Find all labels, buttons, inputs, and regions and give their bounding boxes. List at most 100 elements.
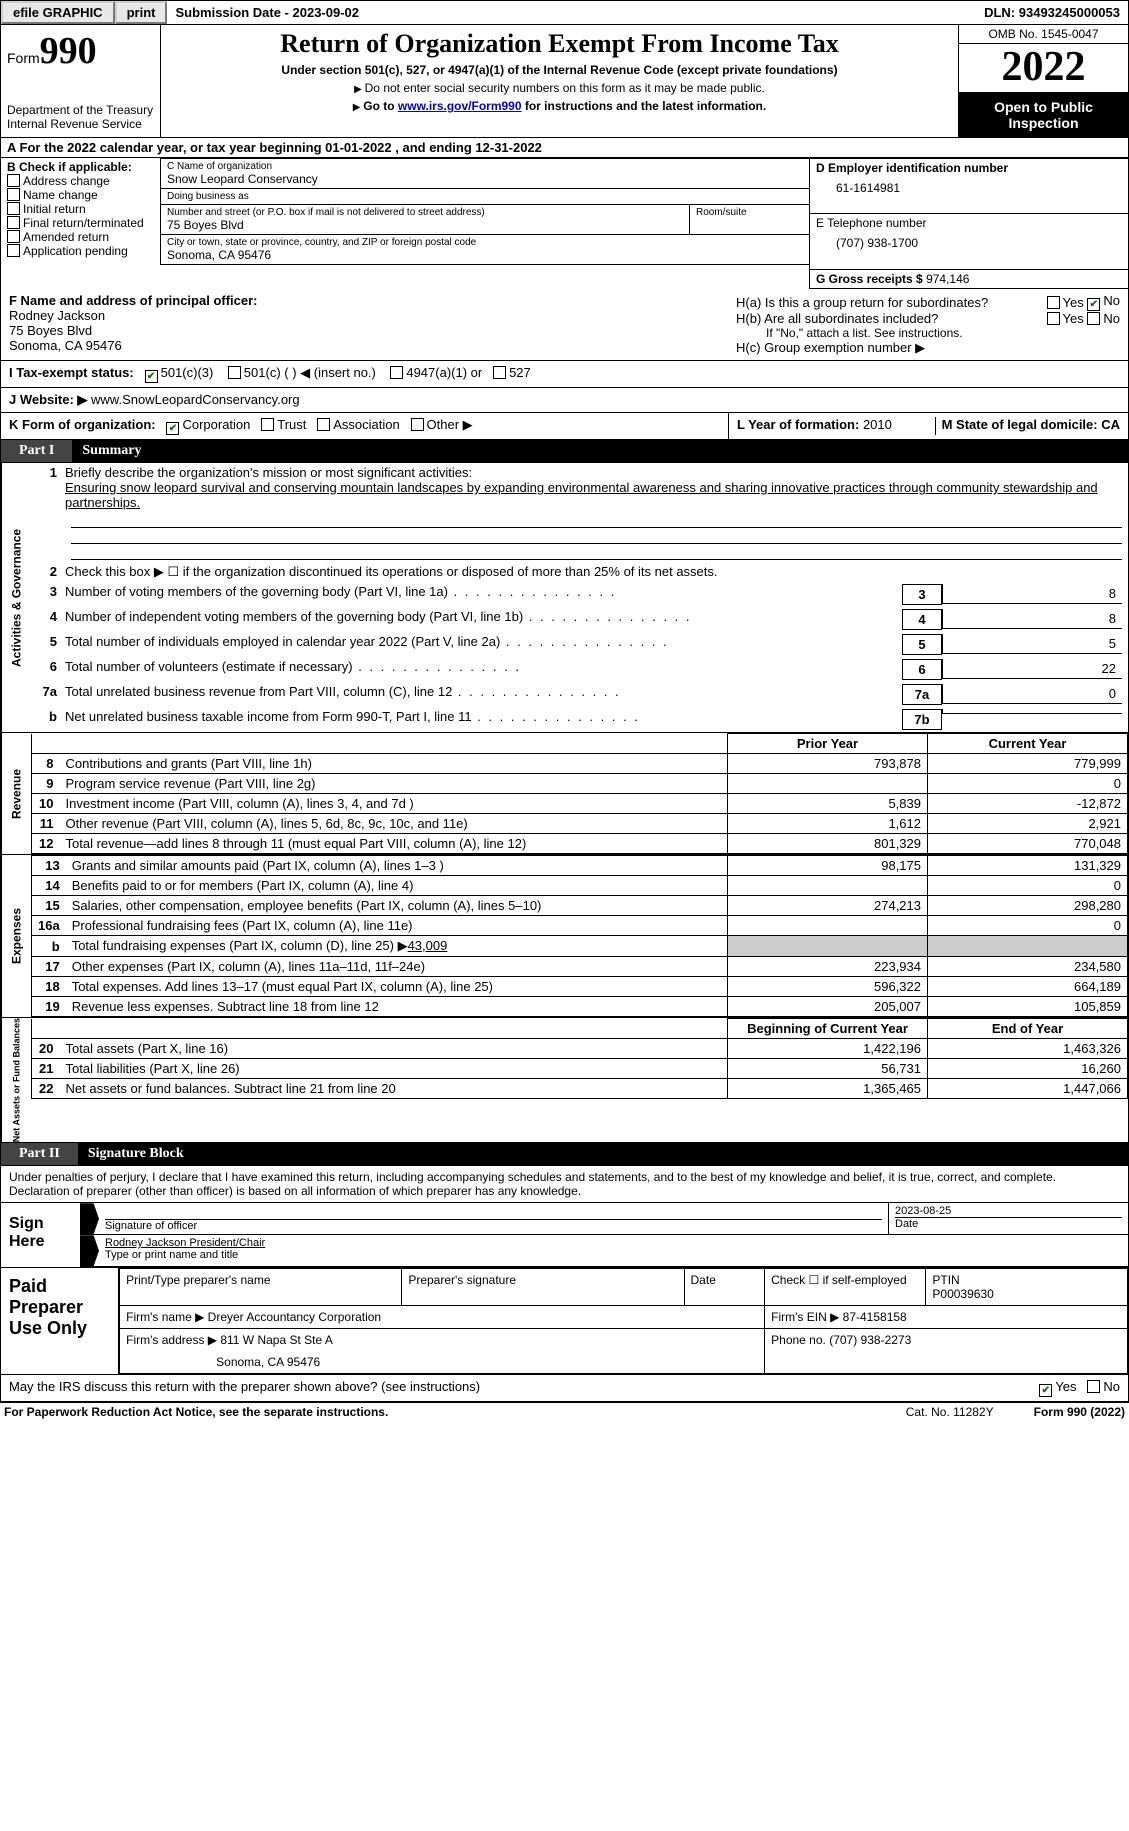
chk-other[interactable]: Other ▶	[411, 417, 473, 432]
subtitle-2: Do not enter social security numbers on …	[169, 81, 950, 95]
firm-name: Dreyer Accountancy Corporation	[208, 1310, 381, 1324]
dept-treasury: Department of the Treasury	[7, 103, 154, 117]
principal-officer: F Name and address of principal officer:…	[1, 289, 728, 360]
sign-here-row: Sign Here Signature of officer 2023-08-2…	[1, 1203, 1128, 1267]
tax-year: 2022	[959, 44, 1128, 93]
sig-arrow-icon	[81, 1203, 99, 1234]
line-12: 12Total revenue—add lines 8 through 11 (…	[32, 834, 1128, 854]
line-3: 3Number of voting members of the governi…	[31, 582, 1128, 607]
ein: 61-1614981	[816, 175, 1122, 195]
chk-501c[interactable]: 501(c) ( ) ◀ (insert no.)	[228, 365, 376, 380]
sig-date: 2023-08-25	[895, 1205, 1122, 1217]
dln: DLN: 93493245000053	[976, 3, 1128, 22]
line-21: 21Total liabilities (Part X, line 26)56,…	[32, 1059, 1128, 1079]
ptin: P00039630	[932, 1287, 993, 1301]
line-20: 20Total assets (Part X, line 16)1,422,19…	[32, 1039, 1128, 1059]
perjury-declaration: Under penalties of perjury, I declare th…	[1, 1166, 1128, 1203]
line-b: bNet unrelated business taxable income f…	[31, 707, 1128, 732]
line-11: 11Other revenue (Part VIII, column (A), …	[32, 814, 1128, 834]
efile-button[interactable]: efile GRAPHIC	[1, 1, 115, 24]
line-22: 22Net assets or fund balances. Subtract …	[32, 1079, 1128, 1099]
subtitle-3: Go to www.irs.gov/Form990 for instructio…	[169, 99, 950, 113]
blank-line-2	[71, 530, 1122, 544]
chk-527[interactable]: 527	[493, 365, 531, 380]
city-cell: City or town, state or province, country…	[160, 235, 809, 265]
print-button[interactable]: print	[115, 1, 168, 24]
col-b-header: B Check if applicable:	[7, 160, 154, 174]
form-header: Form990 Department of the Treasury Inter…	[0, 25, 1129, 138]
omb-number: OMB No. 1545-0047	[959, 25, 1128, 44]
org-name-cell: C Name of organization Snow Leopard Cons…	[160, 158, 809, 189]
revenue-table: Prior Year Current Year 8Contributions a…	[31, 733, 1128, 854]
ha-no[interactable]: No	[1087, 293, 1120, 311]
header-left: Form990 Department of the Treasury Inter…	[1, 25, 161, 137]
line-16b: b Total fundraising expenses (Part IX, c…	[32, 936, 1128, 957]
firm-phone: (707) 938-2273	[829, 1333, 911, 1347]
org-name: Snow Leopard Conservancy	[167, 172, 803, 186]
row-i: I Tax-exempt status: 501(c)(3) 501(c) ( …	[0, 361, 1129, 388]
chk-initial-return[interactable]: Initial return	[7, 202, 154, 216]
col-b-checkboxes: B Check if applicable: Address change Na…	[0, 158, 160, 289]
address: 75 Boyes Blvd	[167, 218, 683, 232]
part1-revenue: Revenue Prior Year Current Year 8Contrib…	[0, 733, 1129, 855]
hb-no[interactable]: No	[1087, 311, 1120, 326]
part1-expenses: Expenses 13Grants and similar amounts pa…	[0, 855, 1129, 1018]
part1-activities-governance: Activities & Governance 1 Briefly descri…	[0, 463, 1129, 733]
may-discuss-yes[interactable]: Yes	[1039, 1379, 1076, 1394]
chk-4947[interactable]: 4947(a)(1) or	[390, 365, 482, 380]
line-15: 15Salaries, other compensation, employee…	[32, 896, 1128, 916]
year-formation: 2010	[863, 417, 892, 432]
line-10: 10Investment income (Part VIII, column (…	[32, 794, 1128, 814]
chk-name-change[interactable]: Name change	[7, 188, 154, 202]
tel: (707) 938-1700	[816, 230, 1122, 250]
mission-text: Ensuring snow leopard survival and conse…	[65, 480, 1098, 510]
gross-cell: G Gross receipts $ 974,146	[809, 270, 1128, 289]
preparer-table: Print/Type preparer's name Preparer's si…	[119, 1268, 1128, 1374]
line-9: 9Program service revenue (Part VIII, lin…	[32, 774, 1128, 794]
ein-cell: D Employer identification number 61-1614…	[809, 158, 1128, 214]
may-discuss-no[interactable]: No	[1087, 1379, 1120, 1394]
gross-receipts: 974,146	[926, 272, 969, 286]
sig-arrow-icon	[81, 1235, 99, 1266]
paid-preparer: Paid Preparer Use Only Print/Type prepar…	[1, 1267, 1128, 1374]
line-1: 1 Briefly describe the organization's mi…	[31, 463, 1128, 512]
chk-501c3[interactable]: 501(c)(3)	[145, 365, 214, 380]
block-b-c-d: B Check if applicable: Address change Na…	[0, 158, 1129, 289]
col-d: D Employer identification number 61-1614…	[809, 158, 1129, 289]
chk-application-pending[interactable]: Application pending	[7, 244, 154, 258]
line-5: 5Total number of individuals employed in…	[31, 632, 1128, 657]
col-c-org-info: C Name of organization Snow Leopard Cons…	[160, 158, 809, 289]
net-assets-table: Beginning of Current Year End of Year 20…	[31, 1018, 1128, 1099]
firm-ein: 87-4158158	[843, 1310, 907, 1324]
irs-link[interactable]: www.irs.gov/Form990	[398, 99, 522, 113]
line-18: 18Total expenses. Add lines 13–17 (must …	[32, 977, 1128, 997]
hb-yes[interactable]: Yes	[1047, 311, 1084, 326]
top-toolbar: efile GRAPHIC print Submission Date - 20…	[0, 0, 1129, 25]
chk-association[interactable]: Association	[317, 417, 399, 432]
group-return-section: H(a) Is this a group return for subordin…	[728, 289, 1128, 360]
vtab-activities: Activities & Governance	[1, 463, 31, 732]
chk-amended-return[interactable]: Amended return	[7, 230, 154, 244]
chk-final-return[interactable]: Final return/terminated	[7, 216, 154, 230]
chk-address-change[interactable]: Address change	[7, 174, 154, 188]
address-cell: Number and street (or P.O. box if mail i…	[160, 205, 689, 235]
row-k-l-m: K Form of organization: Corporation Trus…	[0, 413, 1129, 440]
part2-header: Part II Signature Block	[0, 1143, 1129, 1166]
page-footer: For Paperwork Reduction Act Notice, see …	[0, 1402, 1129, 1421]
line-13: 13Grants and similar amounts paid (Part …	[32, 856, 1128, 876]
line-2: 2 Check this box ▶ ☐ if the organization…	[31, 562, 1128, 582]
room-cell: Room/suite	[689, 205, 809, 235]
chk-trust[interactable]: Trust	[261, 417, 306, 432]
officer-name-title: Rodney Jackson President/Chair	[105, 1237, 1122, 1249]
chk-corporation[interactable]: Corporation	[166, 417, 250, 432]
irs-label: Internal Revenue Service	[7, 117, 154, 131]
signature-block: Under penalties of perjury, I declare th…	[0, 1166, 1129, 1402]
vtab-net-assets: Net Assets or Fund Balances	[1, 1018, 31, 1142]
line-8: 8Contributions and grants (Part VIII, li…	[32, 754, 1128, 774]
public-inspection: Open to Public Inspection	[959, 93, 1128, 137]
row-a-calendar-year: A For the 2022 calendar year, or tax yea…	[0, 138, 1129, 158]
city: Sonoma, CA 95476	[167, 248, 803, 262]
expenses-table: 13Grants and similar amounts paid (Part …	[31, 855, 1128, 1017]
ha-yes[interactable]: Yes	[1047, 295, 1084, 310]
line-7a: 7aTotal unrelated business revenue from …	[31, 682, 1128, 707]
